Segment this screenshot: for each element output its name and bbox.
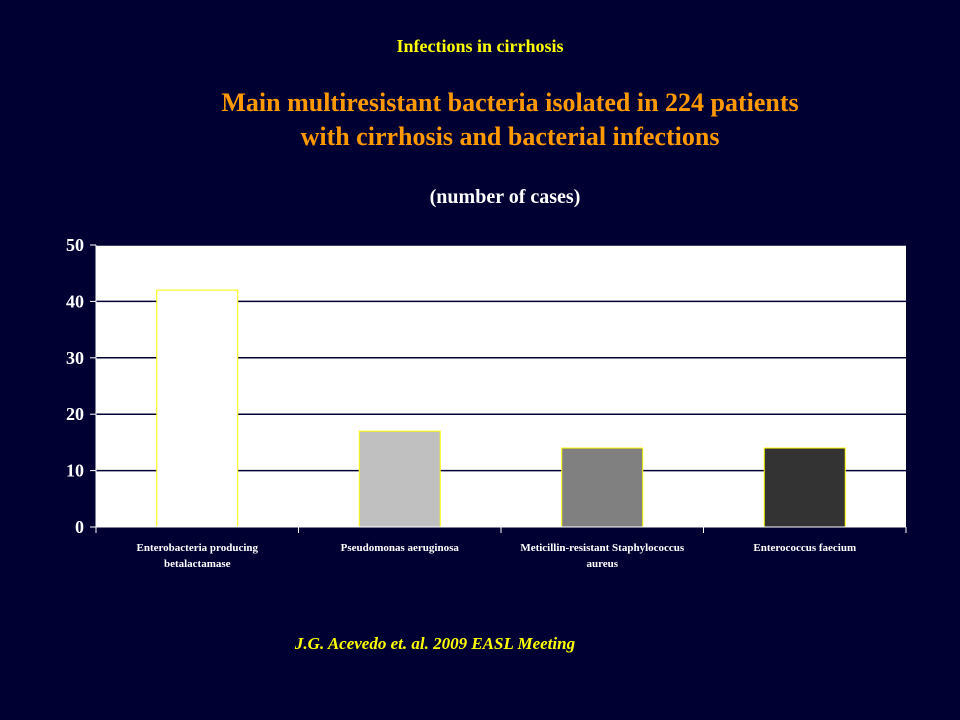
axis-layer: 0 10 20 30 40 50 Enterobacteria producing betal… [66,235,907,570]
y-tick-label: 50 [66,235,84,255]
x-category-label-line: Enterococcus faecium [753,542,856,554]
y-tick-label: 30 [66,348,84,368]
y-tick-label: 0 [75,517,84,537]
bar [358,430,441,528]
bar [763,447,846,528]
x-category-label-line: Enterobacteria producing [136,542,258,554]
y-tick-label: 10 [66,461,84,481]
bar-layer [156,289,846,528]
y-tick-label: 40 [66,291,84,311]
title-line-1: Main multiresistant bacteria isolated in… [221,88,799,117]
p-value-annotation: P < 0.001 [748,276,818,296]
chart-subtitle: (number of cases) [429,186,581,208]
x-category-label-line: betalactamase [164,558,231,570]
citation: J.G. Acevedo et. al. 2009 EASL Meeting [294,634,576,653]
x-category-label-line: Pseudomonas aeruginosa [341,542,460,554]
title-line-2: with cirrhosis and bacterial infections [300,122,720,151]
x-category-label: Meticillin-resistant Staphylococcus aureu… [520,542,685,570]
y-tick-label: 20 [66,404,84,424]
bar [561,447,644,528]
x-category-label: Pseudomonas aeruginosa [341,542,460,554]
slide-title: Main multiresistant bacteria isolated in… [100,86,920,154]
x-category-label: Enterococcus faecium [753,542,856,554]
x-category-label-line: Meticillin-resistant Staphylococcus [520,542,685,554]
bar [156,289,239,528]
x-category-label-line: aureus [586,558,618,570]
x-category-label: Enterobacteria producing betalactamase [136,542,258,570]
slide-topic: Infections in cirrhosis [396,36,564,56]
